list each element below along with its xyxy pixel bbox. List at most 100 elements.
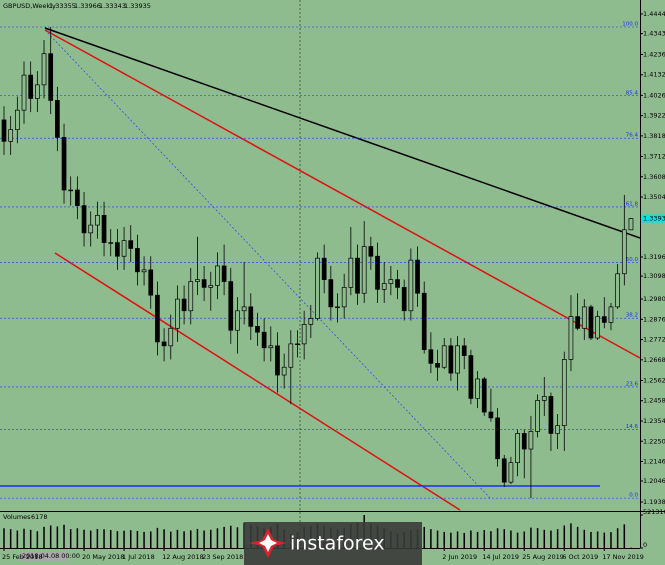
header-close: 1.33935 bbox=[124, 2, 151, 10]
x-tick-label: 25 Aug 2019 bbox=[522, 553, 564, 561]
candle-body bbox=[281, 366, 287, 376]
candle-body bbox=[601, 316, 607, 323]
fib-label: 0.0 bbox=[629, 493, 638, 499]
candle-body bbox=[528, 431, 534, 450]
watermark: instaforex bbox=[244, 522, 422, 565]
candle-body bbox=[615, 273, 620, 308]
x-tick-label: 2 Jun 2019 bbox=[442, 553, 477, 561]
y-tick-label: 1.37120 bbox=[643, 153, 665, 161]
candle-body bbox=[1, 119, 7, 142]
candle-body bbox=[435, 362, 440, 368]
fib-label: 14.6 bbox=[626, 424, 639, 430]
candle-body bbox=[255, 325, 260, 333]
y-tick-label: 1.30980 bbox=[643, 272, 665, 280]
channel-upper bbox=[44, 29, 641, 359]
y-tick-label: 1.26680 bbox=[643, 356, 665, 364]
candle-body bbox=[155, 294, 160, 343]
candle-body bbox=[128, 240, 134, 249]
y-tick-label: 1.21460 bbox=[643, 458, 665, 466]
candle-body bbox=[595, 316, 600, 339]
x-tick-label: 6 Oct 2019 bbox=[562, 553, 598, 561]
candle-body bbox=[561, 359, 567, 427]
candle-body bbox=[121, 240, 127, 257]
candle-body bbox=[368, 246, 374, 257]
x-tick-label: 14 Jul 2019 bbox=[482, 553, 519, 561]
y-tick-label: 1.44440 bbox=[643, 10, 665, 18]
candle-body bbox=[548, 396, 554, 434]
candle-body bbox=[235, 310, 240, 331]
fib-label: 85.4 bbox=[626, 90, 639, 96]
candle-body bbox=[515, 433, 520, 464]
candle-body bbox=[428, 349, 434, 364]
candle-body bbox=[175, 298, 180, 329]
current-price-label: 1.33935 bbox=[643, 215, 665, 223]
watermark-text: instaforex bbox=[290, 533, 385, 555]
candle-body bbox=[8, 129, 14, 142]
candle-body bbox=[181, 298, 187, 312]
y-tick-label: 1.42360 bbox=[643, 50, 665, 58]
y-tick-label: 1.29800 bbox=[643, 295, 665, 303]
volume-current: 6178 bbox=[31, 513, 48, 521]
y-tick-label: 1.36080 bbox=[643, 173, 665, 181]
candle-body bbox=[241, 306, 247, 312]
header-low: 1.33343 bbox=[99, 2, 126, 10]
candle-body bbox=[495, 417, 500, 460]
candle-body bbox=[275, 345, 280, 376]
x-tick-label: 25 Feb 2018 bbox=[2, 553, 42, 561]
candle-body bbox=[581, 306, 587, 329]
candle-body bbox=[341, 287, 347, 308]
candle-body bbox=[348, 257, 354, 288]
candle-body bbox=[628, 218, 634, 231]
candle-body bbox=[188, 281, 194, 312]
candle-body bbox=[308, 318, 314, 325]
marks: 100.0 85.4 76.4 61.8 50.0 38.2 23.6 14.6 0.0 bbox=[0, 22, 640, 548]
y-tick-label: 1.28760 bbox=[643, 315, 665, 323]
y-tick-label: 1.27720 bbox=[643, 336, 665, 344]
volume-tick-label: 521310 bbox=[643, 508, 665, 516]
candle-body bbox=[168, 327, 174, 347]
candle-body bbox=[381, 283, 387, 290]
cursor-label-bg bbox=[20, 551, 68, 561]
candle-body bbox=[421, 292, 427, 351]
candle-body bbox=[388, 279, 394, 284]
trend-line bbox=[44, 27, 641, 239]
fib-label: 38.2 bbox=[626, 313, 638, 319]
candle-body bbox=[455, 345, 460, 374]
candle-body bbox=[28, 74, 34, 99]
fib-label: 76.4 bbox=[626, 133, 639, 139]
y-tick-label: 1.25620 bbox=[643, 376, 665, 384]
y-tick-label: 1.24580 bbox=[643, 397, 665, 405]
candle-body bbox=[68, 189, 74, 192]
candle-body bbox=[475, 378, 480, 399]
candle-body bbox=[521, 433, 527, 450]
candle-body bbox=[48, 53, 54, 101]
candle-body bbox=[361, 246, 367, 294]
x-tick-label: 1 Jul 2018 bbox=[122, 553, 155, 561]
candle-body bbox=[34, 84, 40, 99]
y-tick-label: 1.31960 bbox=[643, 253, 665, 261]
candle-body bbox=[355, 257, 360, 294]
candle-body bbox=[295, 343, 300, 346]
header-high: 1.33966 bbox=[74, 2, 101, 10]
candle-body bbox=[195, 279, 200, 282]
y-tick-label: 1.40260 bbox=[643, 91, 665, 99]
candle-body bbox=[101, 214, 107, 243]
fib-label: 61.8 bbox=[626, 201, 639, 207]
candle-body bbox=[395, 279, 400, 288]
y-tick-label: 1.35040 bbox=[643, 193, 665, 201]
candle-body bbox=[508, 462, 514, 483]
candle-body bbox=[408, 259, 414, 312]
candle-body bbox=[415, 259, 420, 294]
candle-body bbox=[321, 257, 327, 280]
watermark-emblem-inner bbox=[259, 534, 277, 552]
candle-body bbox=[288, 343, 294, 368]
candle-body bbox=[441, 345, 447, 368]
candle-body bbox=[268, 345, 274, 349]
candle-body bbox=[301, 324, 307, 345]
candle-body bbox=[108, 242, 114, 244]
candle-body bbox=[148, 269, 154, 296]
candle-body bbox=[461, 345, 467, 356]
candle-body bbox=[201, 279, 207, 288]
